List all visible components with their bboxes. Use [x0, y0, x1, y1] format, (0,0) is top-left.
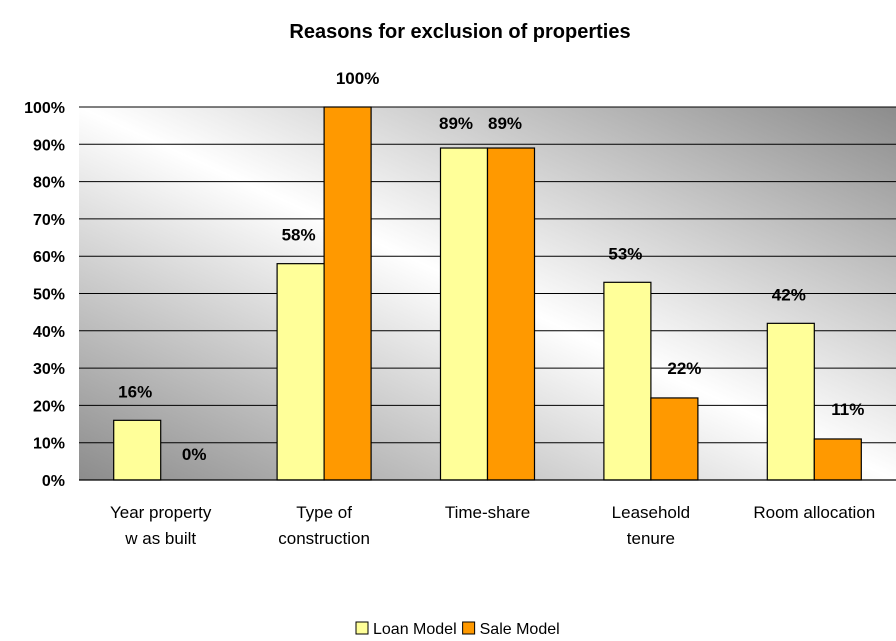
x-tick-label: Leasehold — [612, 503, 690, 522]
y-tick-label: 40% — [33, 324, 65, 341]
x-axis-ticks: Year property w as built Type of constructi… — [110, 503, 875, 548]
y-tick-label: 10% — [33, 436, 65, 453]
bar-sale-model — [650, 397, 699, 481]
data-label: 58% — [282, 226, 316, 245]
data-label: 11% — [831, 400, 864, 419]
x-tick-label: tenure — [627, 529, 675, 548]
data-label: 42% — [772, 285, 806, 304]
data-label: 89% — [439, 114, 473, 133]
bar-sale-model — [323, 106, 372, 481]
data-label: 22% — [667, 359, 701, 378]
bar-loan-model — [439, 147, 489, 481]
legend-swatch — [462, 621, 476, 635]
bar-sale-model — [486, 147, 536, 481]
bar-loan-model — [113, 419, 162, 481]
data-label: 0% — [182, 445, 207, 464]
bar-loan-model — [276, 263, 325, 481]
data-label: 89% — [488, 114, 522, 133]
y-tick-label: 0% — [42, 473, 65, 490]
data-label: 53% — [608, 244, 642, 263]
y-axis-ticks: 0% 10% 20% 30% 40% 50% 60% 70% 80% 90% 100% — [24, 100, 65, 490]
data-labels: 16% 58% 89% 53% 42% 0% 100% 89% 22% 11% — [118, 69, 864, 464]
bar-loan-model — [603, 281, 652, 481]
data-label: 100% — [336, 69, 379, 88]
y-tick-label: 60% — [33, 249, 65, 266]
x-tick-label: Time-share — [445, 503, 530, 522]
y-tick-label: 90% — [33, 137, 65, 154]
y-tick-label: 50% — [33, 287, 65, 304]
y-tick-label: 80% — [33, 175, 65, 192]
chart-title: Reasons for exclusion of properties — [289, 21, 630, 43]
bar-sale-model — [813, 438, 862, 481]
x-tick-label: construction — [278, 529, 370, 548]
x-tick-label: w as built — [124, 529, 196, 548]
legend-label: Sale Model — [480, 621, 560, 638]
legend-label: Loan Model — [373, 621, 457, 638]
bars — [113, 106, 862, 481]
y-tick-label: 70% — [33, 212, 65, 229]
y-tick-label: 100% — [24, 100, 65, 117]
x-tick-label: Room allocation — [753, 503, 875, 522]
x-tick-label: Year property — [110, 503, 212, 522]
bar-loan-model — [766, 322, 815, 481]
legend-swatch — [355, 621, 369, 635]
legend: Loan Model Sale Model — [355, 621, 560, 638]
y-tick-label: 20% — [33, 398, 65, 415]
y-tick-label: 30% — [33, 361, 65, 378]
data-label: 16% — [118, 382, 152, 401]
x-tick-label: Type of — [296, 503, 352, 522]
